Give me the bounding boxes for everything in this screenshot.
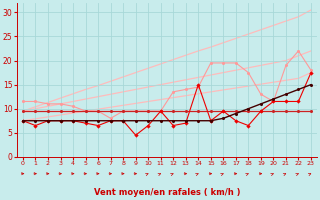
X-axis label: Vent moyen/en rafales ( km/h ): Vent moyen/en rafales ( km/h ) bbox=[94, 188, 240, 197]
